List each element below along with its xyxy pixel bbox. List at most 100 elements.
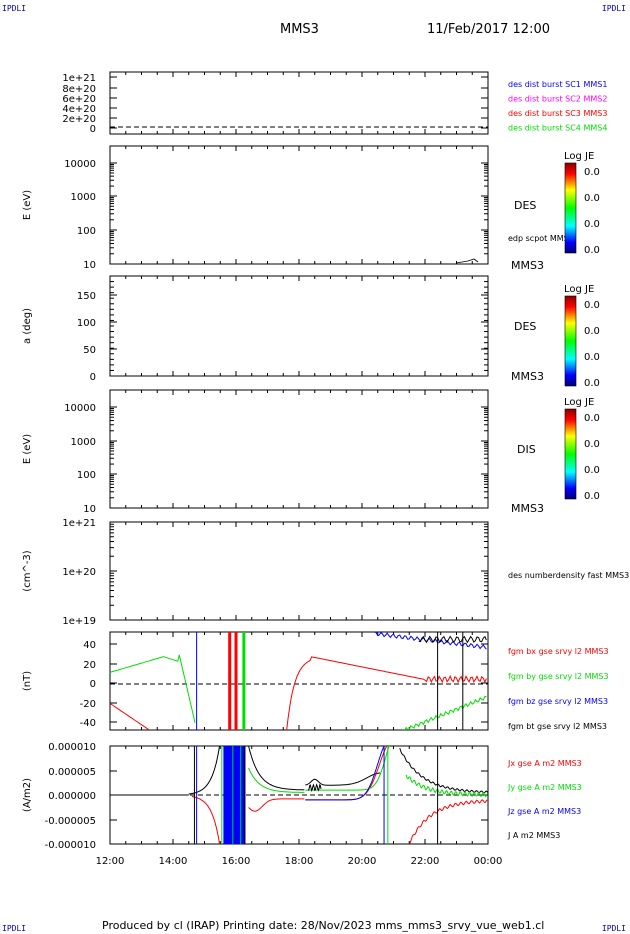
fgm-by-trace-a [110,654,196,723]
fgm-ytick-label: -40 [80,718,96,729]
colorbar-tick-label: 0.0 [584,439,600,450]
fgm-legend-4: fgm bt gse srvy l2 MMS3 [508,722,607,731]
current-ytick-label: -0.000005 [45,816,96,827]
current-jy-trace-b [305,746,390,791]
des-energy-scpot-label: edp scpot MMS3 [508,234,574,243]
colorbar-tick-label: 0.0 [584,193,600,204]
colorbar-tick-label: 0.0 [584,245,600,256]
time-axis-tick-label: 22:00 [411,856,440,867]
current-burst-block [223,746,246,844]
fgm-by-trace-b [400,695,487,730]
colorbar-tick-label: 0.0 [584,326,600,337]
colorbar-tick-label: 0.0 [584,378,600,389]
dist-burst-ytick-label: 6e+20 [62,94,96,105]
corner-label-top-left: IPDLI [2,4,27,13]
colorbar-tick-label: 0.0 [584,352,600,363]
dis-energy-ylabel: E (eV) [22,434,33,464]
des-energy-ytick-label: 10 [83,260,96,271]
fgm-ytick-label: 0 [90,679,96,690]
current-ytick-label: 0.000000 [48,791,96,802]
time-axis-tick-label: 12:00 [96,856,125,867]
colorbar-tick-label: 0.0 [584,300,600,311]
dist-burst-legend-2: des dist burst SC2 MMS2 [508,95,607,104]
scpot-trace [455,258,479,264]
current-jy-trace-a [248,767,305,793]
fgm-traces [110,632,487,730]
corner-label-bottom-right: IPDLI [601,924,626,933]
dis-energy-ytick-label: 1000 [71,437,96,448]
current-j-trace-c [305,772,381,786]
dist-burst-legend-4: des dist burst SC4 MMS4 [508,124,607,133]
fgm-bz-trace [374,632,487,650]
dis-energy-ytick-label: 10000 [64,403,96,414]
des-energy-ytick-label: 100 [77,226,96,237]
time-axis-tick-label: 00:00 [474,856,503,867]
current-jy-trace-c [405,774,488,798]
dis-energy-panel-frame [109,389,489,509]
dist-burst-ytick-label: 4e+20 [62,104,96,115]
fgm-bx-trace-a [110,702,150,730]
current-j-trace-a [188,746,221,795]
colorbar-title-3: Log JE [564,397,594,408]
current-ytick-label: -0.000010 [45,840,96,851]
current-j-trace-b [248,746,305,791]
density-legend: des numberdensity fast MMS3 [508,571,629,580]
fgm-ylabel: (nT) [22,671,33,691]
des-energy-panel-frame [109,145,489,265]
des-pitch-sc-label: MMS3 [511,370,544,383]
des-pitch-ytick-label: 100 [77,318,96,329]
dis-energy-ytick-label: 100 [77,470,96,481]
density-ylabel: (cm^-3) [22,550,33,591]
density-ytick-label: 1e+19 [62,616,96,627]
time-axis-tick-label: 14:00 [159,856,188,867]
density-ytick-label: 1e+20 [62,567,96,578]
fgm-legend-1: fgm bx gse srvy l2 MMS3 [508,647,609,656]
current-legend-1: Jx gse A m2 MMS3 [507,759,582,768]
corner-label-bottom-left: IPDLI [2,924,27,933]
spacecraft-title: MMS3 [280,22,319,37]
des-pitch-ylabel: a (deg) [22,308,33,344]
des-energy-label: DES [514,199,536,212]
fgm-ytick-label: 40 [83,640,96,651]
dis-energy-label: DIS [517,443,536,456]
dist-burst-legend-3: des dist burst SC3 MMS3 [508,109,607,118]
colorbar-tick-label: 0.0 [584,167,600,178]
current-jx-trace-d [408,799,488,844]
time-axis-tick-label: 16:00 [222,856,251,867]
dist-burst-ytick-label: 1e+21 [62,73,96,84]
date-title: 11/Feb/2017 12:00 [427,22,550,37]
current-j-trace-d [399,747,488,794]
current-legend-2: Jy gse A m2 MMS3 [507,783,582,792]
des-pitch-ytick-label: 0 [90,372,96,383]
des-pitch-ytick-label: 50 [83,345,96,356]
current-ytick-label: 0.000005 [48,767,96,778]
time-axis-tick-label: 20:00 [348,856,377,867]
corner-label-top-right: IPDLI [601,4,626,13]
current-legend-3: Jz gse A m2 MMS3 [507,807,581,816]
colorbar-tick-label: 0.0 [584,219,600,230]
dist-burst-panel-frame [109,71,489,135]
fgm-bx-trace-b [286,656,487,730]
des-pitch-panel-frame [109,275,489,377]
fgm-ytick-label: -20 [80,699,96,710]
fgm-legend-2: fgm by gse srvy l2 MMS3 [508,672,609,681]
dis-energy-ytick-label: 10 [83,504,96,515]
colorbar-tick-label: 0.0 [584,413,600,424]
des-pitch-ytick-label: 150 [77,291,96,302]
dist-burst-ytick-label: 0 [90,124,96,135]
des-energy-ytick-label: 1000 [71,192,96,203]
current-ytick-label: 0.000010 [48,742,96,753]
current-legend-4: J A m2 MMS3 [507,831,560,840]
fgm-ytick-label: 20 [83,660,96,671]
colorbar-tick-label: 0.0 [584,491,600,502]
des-energy-ytick-label: 10000 [64,159,96,170]
colorbar-tick-label: 0.0 [584,465,600,476]
fgm-bt-trace [418,635,487,644]
des-pitch-label: DES [514,320,536,333]
dist-burst-legend-1: des dist burst SC1 MMS1 [508,80,607,89]
colorbar-title-2: Log JE [564,284,594,295]
colorbar-3 [564,408,577,500]
density-ytick-label: 1e+21 [62,518,96,529]
colorbar-2 [564,295,577,387]
current-jz-trace [305,746,385,801]
